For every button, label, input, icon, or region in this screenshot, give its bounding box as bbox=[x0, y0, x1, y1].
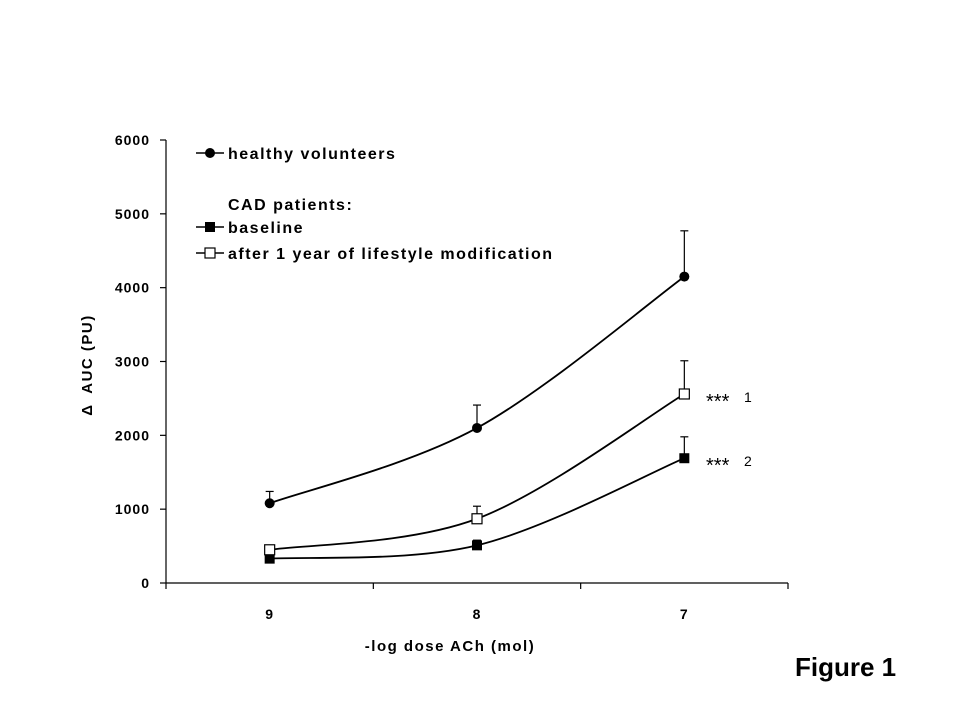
x-tick-label: 9 bbox=[265, 606, 274, 622]
x-axis-ticks: 9 8 7 bbox=[165, 583, 789, 622]
legend-entry-label: baseline bbox=[228, 220, 304, 237]
data-point bbox=[264, 498, 275, 509]
data-point bbox=[472, 540, 482, 551]
y-axis-title-text: AUC (PU) bbox=[79, 314, 96, 394]
y-tick-label: 1000 bbox=[115, 501, 150, 517]
data-point bbox=[679, 453, 690, 464]
legend-entry-label: healthy volunteers bbox=[228, 146, 396, 163]
x-tick-label: 8 bbox=[473, 606, 482, 622]
legend-marker bbox=[205, 222, 215, 232]
legend-marker bbox=[204, 247, 216, 259]
legend-entry-label: after 1 year of lifestyle modification bbox=[228, 246, 554, 263]
data-point bbox=[264, 544, 276, 556]
legend: CAD patients: healthy volunteers baseline… bbox=[196, 146, 554, 263]
y-tick-label: 5000 bbox=[115, 206, 150, 222]
significance-annotation-superscript: 2 bbox=[744, 453, 752, 469]
y-tick-label: 0 bbox=[141, 575, 150, 591]
figure-label: Figure 1 bbox=[795, 652, 897, 682]
y-axis-title: Δ AUC (PU) bbox=[79, 314, 96, 415]
annotations: *** 1 *** 2 bbox=[706, 389, 752, 477]
y-axis-title-symbol: Δ bbox=[79, 403, 96, 415]
significance-annotation: *** bbox=[706, 391, 730, 413]
series-3 bbox=[264, 360, 690, 556]
data-point bbox=[264, 553, 275, 564]
legend-marker bbox=[205, 148, 215, 158]
data-point bbox=[471, 513, 483, 525]
significance-annotation-superscript: 1 bbox=[744, 389, 752, 405]
series-1 bbox=[264, 230, 690, 509]
y-tick-label: 4000 bbox=[115, 280, 150, 296]
legend-group-heading: CAD patients: bbox=[228, 197, 353, 214]
data-point bbox=[679, 271, 690, 282]
series-line bbox=[269, 275, 685, 505]
series-2 bbox=[264, 436, 690, 564]
y-axis-ticks: 0 1000 2000 3000 4000 5000 6000 bbox=[115, 132, 166, 591]
y-tick-label: 6000 bbox=[115, 132, 150, 148]
y-tick-label: 3000 bbox=[115, 354, 150, 370]
y-tick-label: 2000 bbox=[115, 427, 150, 443]
x-axis-title: -log dose ACh (mol) bbox=[365, 638, 535, 655]
x-tick-label: 7 bbox=[680, 606, 689, 622]
data-point bbox=[472, 422, 482, 433]
series-layer bbox=[264, 230, 690, 564]
significance-annotation: *** bbox=[706, 455, 730, 477]
data-point bbox=[678, 388, 690, 400]
